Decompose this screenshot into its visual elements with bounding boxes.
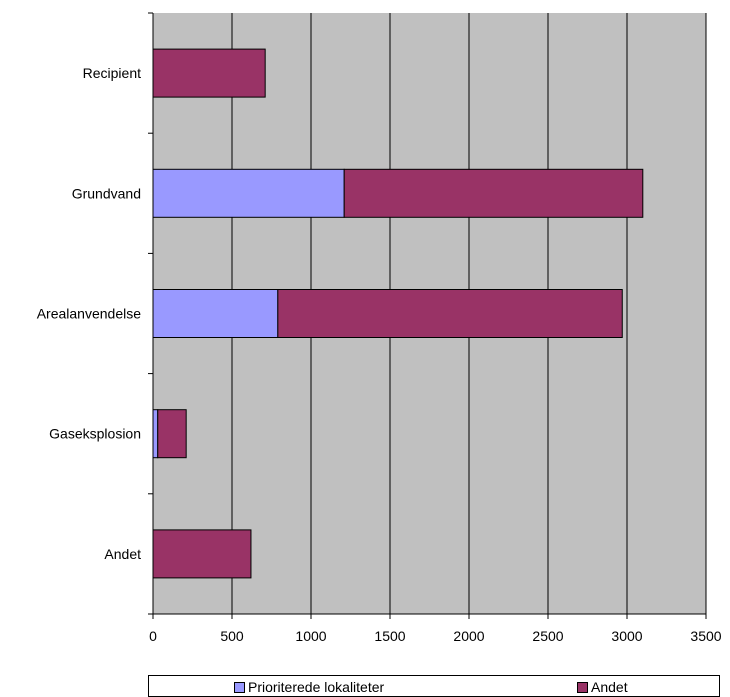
legend-swatch-prioriterede (234, 681, 245, 693)
bar-recipient-series1 (152, 48, 266, 98)
x-tick-label-1: 500 (220, 628, 244, 644)
category-label-gaseksplosion: Gaseksplosion (49, 426, 141, 442)
x-tick-label-3: 1500 (374, 628, 405, 644)
bar-andet-series1 (152, 529, 252, 579)
category-label-andet: Andet (104, 546, 141, 562)
x-tick-label-6: 3000 (611, 628, 642, 644)
x-tick-label-0: 0 (149, 628, 157, 644)
bar-grundvand-series1 (343, 168, 644, 218)
legend-label-prioriterede: Prioriterede lokaliteter (248, 679, 385, 695)
legend-label-andet: Andet (591, 679, 628, 695)
bar-arealanvendelse-series0 (152, 289, 279, 338)
x-tick-label-4: 2000 (453, 628, 484, 644)
x-tick-label-5: 2500 (532, 628, 563, 644)
legend-item-prioriterede: Prioriterede lokaliteter (234, 679, 384, 695)
x-tick-label-7: 3500 (690, 628, 721, 644)
legend-item-andet: Andet (577, 679, 628, 695)
category-label-grundvand: Grundvand (72, 185, 141, 201)
x-tick-label-2: 1000 (295, 628, 326, 644)
category-label-recipient: Recipient (83, 65, 141, 81)
bar-chart: Recipient Grundvand Arealanvendelse Gaseksp… (37, 12, 722, 644)
legend-swatch-andet (577, 681, 588, 693)
legend: Prioriterede lokaliteter Andet (148, 675, 720, 697)
bar-arealanvendelse-series1 (277, 289, 623, 338)
category-label-arealanvendelse: Arealanvendelse (37, 306, 142, 322)
bar-gaseksplosion-series0 (152, 409, 159, 459)
bar-grundvand-series0 (152, 168, 345, 218)
bar-gaseksplosion-series1 (157, 409, 187, 459)
